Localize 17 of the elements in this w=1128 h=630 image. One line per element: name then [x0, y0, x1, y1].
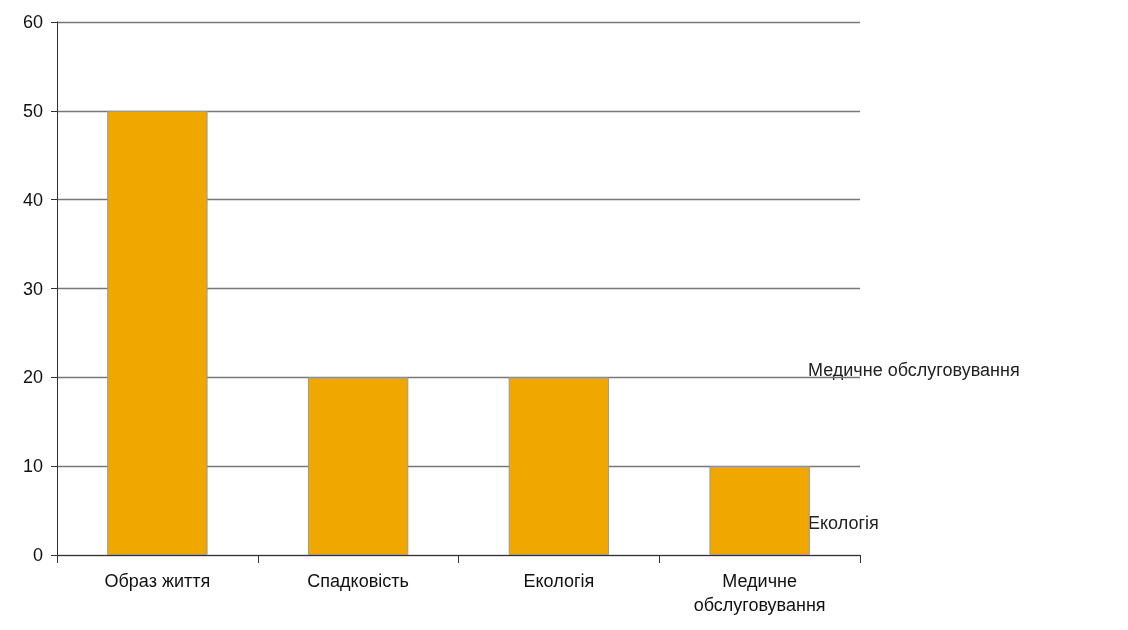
y-tick-label: 30 [22, 278, 43, 299]
annotation: Екологія [808, 513, 879, 533]
bar [107, 110, 208, 555]
y-tick-label: 40 [22, 189, 43, 210]
annotation: Медичне обслуговування [808, 360, 1020, 380]
y-tick-label: 60 [22, 12, 43, 32]
y-tick-label: 10 [22, 456, 43, 477]
y-tick-label: 20 [22, 367, 43, 388]
y-tick-label: 0 [32, 545, 43, 565]
bar [709, 466, 810, 555]
x-tick-label: Образ життя [104, 571, 211, 591]
x-tick-label: Спадковість [307, 571, 409, 591]
x-tick-label: Екологія [523, 571, 595, 591]
bar [508, 377, 610, 555]
y-tick-label: 50 [22, 100, 43, 121]
bar [307, 377, 409, 555]
x-tick-label: Медичне обслуговування [693, 571, 826, 615]
